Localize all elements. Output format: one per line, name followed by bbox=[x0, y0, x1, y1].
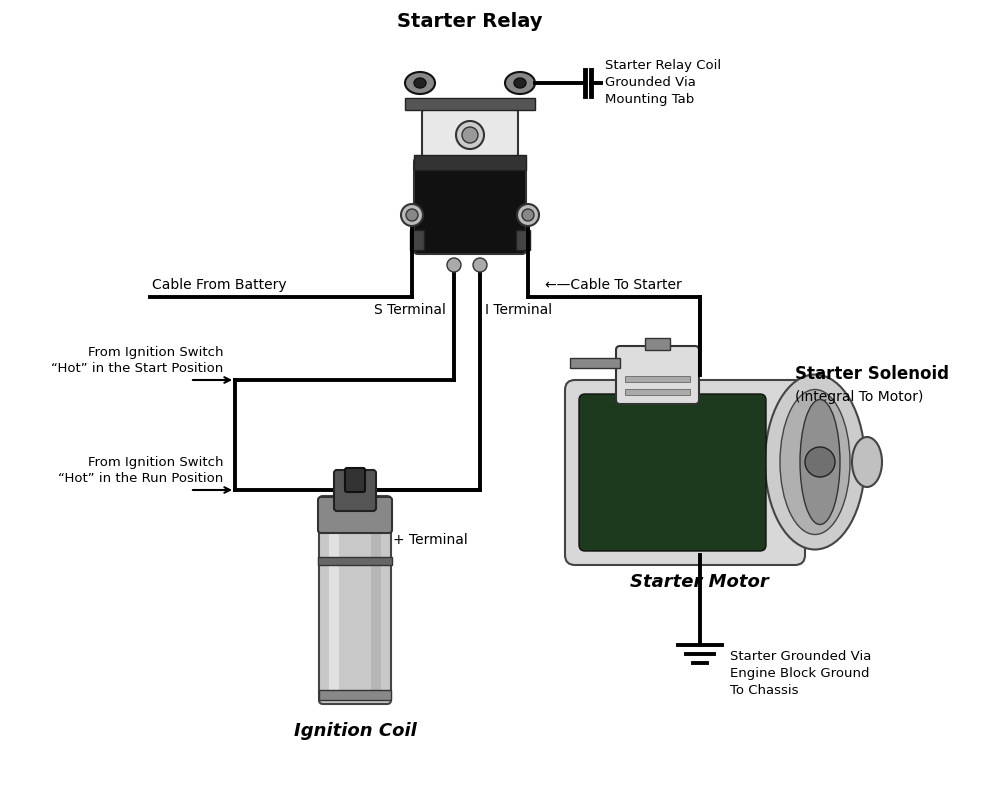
Bar bbox=[414, 155, 526, 170]
Circle shape bbox=[401, 204, 423, 226]
Text: From Ignition Switch
“Hot” in the Start Position: From Ignition Switch “Hot” in the Start … bbox=[50, 346, 223, 375]
FancyBboxPatch shape bbox=[422, 107, 518, 161]
Bar bbox=[405, 98, 535, 110]
Bar bbox=[319, 690, 391, 700]
FancyBboxPatch shape bbox=[565, 380, 805, 565]
Circle shape bbox=[447, 258, 461, 272]
FancyBboxPatch shape bbox=[334, 470, 376, 511]
Text: + Terminal: + Terminal bbox=[393, 533, 467, 547]
Text: From Ignition Switch
“Hot” in the Run Position: From Ignition Switch “Hot” in the Run Po… bbox=[57, 456, 223, 485]
Circle shape bbox=[522, 209, 534, 221]
Bar bbox=[645, 338, 670, 350]
Text: S Terminal: S Terminal bbox=[374, 303, 446, 317]
FancyBboxPatch shape bbox=[318, 497, 392, 533]
Text: Ignition Coil: Ignition Coil bbox=[294, 722, 417, 740]
Text: I Terminal: I Terminal bbox=[485, 303, 552, 317]
Bar bbox=[625, 376, 690, 382]
Circle shape bbox=[473, 258, 487, 272]
Ellipse shape bbox=[780, 389, 850, 535]
Ellipse shape bbox=[800, 400, 840, 524]
Circle shape bbox=[805, 447, 835, 477]
FancyBboxPatch shape bbox=[345, 468, 365, 492]
Text: Starter Motor: Starter Motor bbox=[630, 573, 769, 591]
Bar bbox=[318, 557, 392, 565]
Text: (Integral To Motor): (Integral To Motor) bbox=[795, 390, 924, 404]
Text: Starter Grounded Via
Engine Block Ground
To Chassis: Starter Grounded Via Engine Block Ground… bbox=[730, 650, 871, 697]
Ellipse shape bbox=[852, 437, 882, 487]
Bar bbox=[371, 505, 381, 695]
FancyBboxPatch shape bbox=[414, 158, 526, 254]
Ellipse shape bbox=[405, 72, 435, 94]
Text: Starter Relay: Starter Relay bbox=[397, 12, 543, 31]
Bar bbox=[516, 230, 530, 250]
FancyBboxPatch shape bbox=[319, 496, 391, 704]
Text: Cable From Battery: Cable From Battery bbox=[152, 278, 287, 292]
Text: Starter Relay Coil
Grounded Via
Mounting Tab: Starter Relay Coil Grounded Via Mounting… bbox=[605, 59, 721, 106]
Ellipse shape bbox=[414, 78, 426, 88]
Ellipse shape bbox=[765, 375, 865, 550]
Ellipse shape bbox=[505, 72, 535, 94]
FancyBboxPatch shape bbox=[579, 394, 766, 551]
Text: ←—Cable To Starter: ←—Cable To Starter bbox=[545, 278, 682, 292]
Text: Starter Solenoid: Starter Solenoid bbox=[795, 365, 949, 383]
Circle shape bbox=[517, 204, 539, 226]
Circle shape bbox=[456, 121, 484, 149]
Bar bbox=[625, 389, 690, 395]
FancyBboxPatch shape bbox=[616, 346, 699, 404]
Bar bbox=[570, 358, 620, 368]
Bar bbox=[329, 505, 339, 695]
Ellipse shape bbox=[514, 78, 526, 88]
Bar bbox=[410, 230, 424, 250]
Circle shape bbox=[462, 127, 478, 143]
Circle shape bbox=[406, 209, 418, 221]
